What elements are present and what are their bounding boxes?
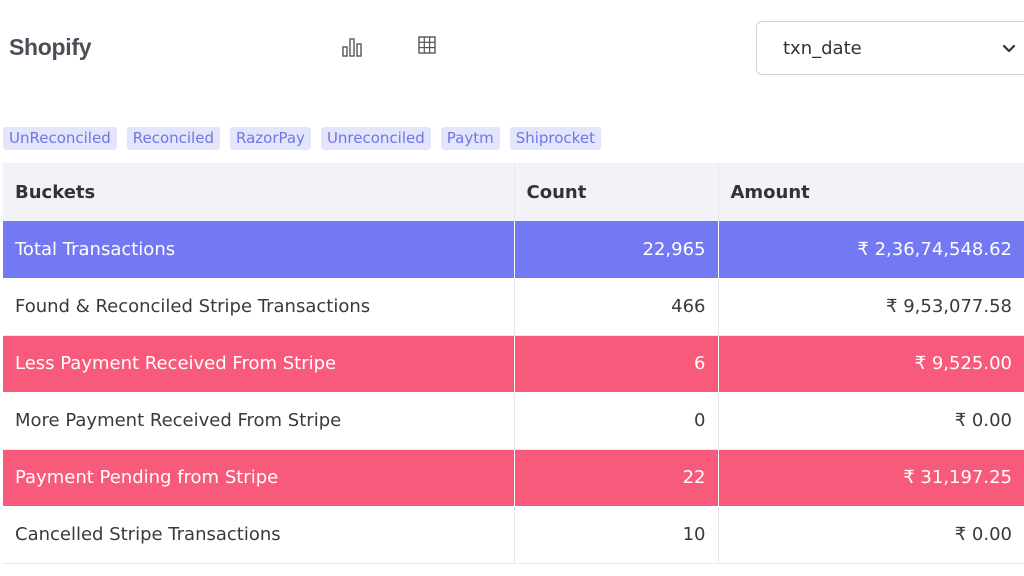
table-row[interactable]: Less Payment Received From Stripe 6 ₹ 9,… xyxy=(3,335,1024,393)
date-field-select[interactable]: txn_date xyxy=(756,21,1024,75)
bucket-cell: Cancelled Stripe Transactions xyxy=(3,506,514,564)
amount-cell: ₹ 0.00 xyxy=(717,392,1024,450)
date-field-value: txn_date xyxy=(783,37,862,59)
table-row[interactable]: Payment Pending from Stripe 22 ₹ 31,197.… xyxy=(3,449,1024,507)
table-row[interactable]: Cancelled Stripe Transactions 10 ₹ 0.00 xyxy=(3,506,1024,564)
count-cell: 6 xyxy=(513,335,718,393)
amount-cell: ₹ 31,197.25 xyxy=(717,449,1024,507)
count-cell: 22,965 xyxy=(513,221,718,279)
buckets-table: Buckets Count Amount Total Transactions … xyxy=(3,163,1024,564)
amount-cell: ₹ 9,525.00 xyxy=(717,335,1024,393)
table-row[interactable]: Found & Reconciled Stripe Transactions 4… xyxy=(3,278,1024,336)
filter-tags: UnReconciled Reconciled RazorPay Unrecon… xyxy=(3,127,601,150)
bucket-cell: Payment Pending from Stripe xyxy=(3,449,514,507)
tag-paytm[interactable]: Paytm xyxy=(440,127,500,150)
column-header-amount[interactable]: Amount xyxy=(717,163,1024,221)
amount-cell: ₹ 9,53,077.58 xyxy=(717,278,1024,336)
tag-razorpay[interactable]: RazorPay xyxy=(229,127,311,150)
column-header-buckets[interactable]: Buckets xyxy=(3,163,514,221)
count-cell: 10 xyxy=(513,506,718,564)
chart-view-button[interactable] xyxy=(339,34,365,60)
tag-unreconciled-2[interactable]: Unreconciled xyxy=(320,127,431,150)
tag-reconciled[interactable]: Reconciled xyxy=(126,127,220,150)
column-header-count[interactable]: Count xyxy=(513,163,718,221)
count-cell: 466 xyxy=(513,278,718,336)
table-grid-icon xyxy=(418,36,436,54)
table-view-button[interactable] xyxy=(414,32,440,58)
chevron-down-icon xyxy=(1002,44,1016,53)
amount-cell: ₹ 2,36,74,548.62 xyxy=(717,221,1024,279)
bar-chart-icon xyxy=(342,38,362,57)
bucket-cell: Found & Reconciled Stripe Transactions xyxy=(3,278,514,336)
tag-unreconciled[interactable]: UnReconciled xyxy=(3,127,117,150)
page-title: Shopify xyxy=(9,34,92,60)
count-cell: 22 xyxy=(513,449,718,507)
table-row[interactable]: More Payment Received From Stripe 0 ₹ 0.… xyxy=(3,392,1024,450)
bucket-cell: Less Payment Received From Stripe xyxy=(3,335,514,393)
count-cell: 0 xyxy=(513,392,718,450)
tag-shiprocket[interactable]: Shiprocket xyxy=(509,127,601,150)
bucket-cell: More Payment Received From Stripe xyxy=(3,392,514,450)
amount-cell: ₹ 0.00 xyxy=(717,506,1024,564)
table-header-row: Buckets Count Amount xyxy=(3,163,1024,221)
bucket-cell: Total Transactions xyxy=(3,221,514,279)
table-row[interactable]: Total Transactions 22,965 ₹ 2,36,74,548.… xyxy=(3,221,1024,279)
